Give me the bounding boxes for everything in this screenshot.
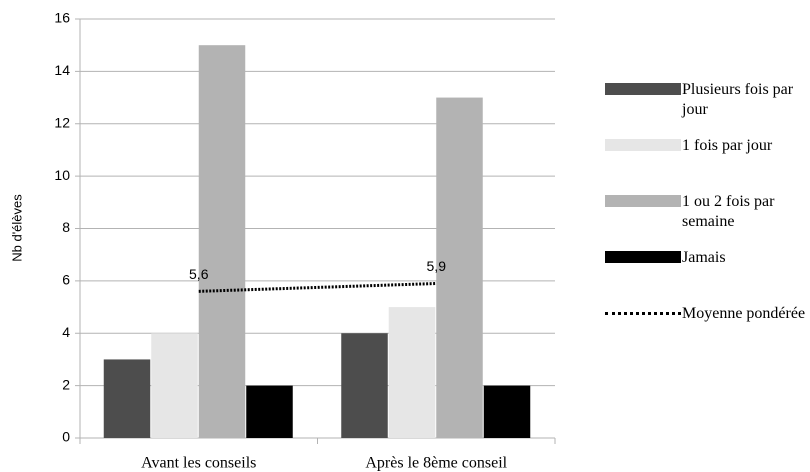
y-tick-label: 16 [54, 10, 70, 26]
legend-label: Plusieurs fois par jour [682, 81, 794, 118]
bar [198, 45, 246, 438]
y-axis-label: Nb d'élèves [9, 194, 24, 262]
legend-label: Jamais [682, 249, 726, 266]
legend: Plusieurs fois par jour 1 fois par jour 1 … [605, 80, 810, 360]
bar [483, 385, 531, 438]
legend-item: Jamais [605, 248, 810, 304]
legend-label: 1 ou 2 fois par semaine [682, 193, 775, 230]
legend-item: Plusieurs fois par jour [605, 80, 810, 136]
y-tick-label: 6 [62, 272, 70, 288]
legend-swatch [605, 312, 681, 315]
legend-item: 1 fois par jour [605, 136, 810, 192]
bar [436, 97, 483, 438]
legend-item: Moyenne pondérée [605, 304, 810, 360]
x-tick-label: Avant les conseils [141, 455, 256, 472]
bar [103, 359, 151, 438]
bar [388, 307, 436, 438]
bar [341, 333, 388, 438]
y-tick-label: 2 [62, 376, 70, 392]
y-tick-label: 8 [62, 219, 70, 235]
legend-swatch [605, 139, 681, 151]
bar [246, 385, 293, 438]
legend-swatch [605, 195, 681, 207]
legend-swatch [605, 251, 681, 263]
average-line [198, 281, 437, 293]
data-label: 5,9 [427, 258, 447, 274]
y-tick-label: 4 [62, 324, 70, 340]
y-tick-label: 12 [54, 114, 70, 130]
legend-label: 1 fois par jour [682, 137, 773, 154]
y-tick-label: 10 [54, 167, 70, 183]
x-tick-label: Après le 8ème conseil [365, 455, 507, 472]
y-tick-label: 14 [54, 62, 70, 78]
legend-swatch [605, 83, 681, 95]
legend-item: 1 ou 2 fois par semaine [605, 192, 810, 248]
legend-label: Moyenne pondérée [682, 305, 806, 322]
bar [151, 333, 198, 438]
y-tick-label: 0 [62, 429, 70, 445]
data-label: 5,6 [189, 266, 209, 282]
